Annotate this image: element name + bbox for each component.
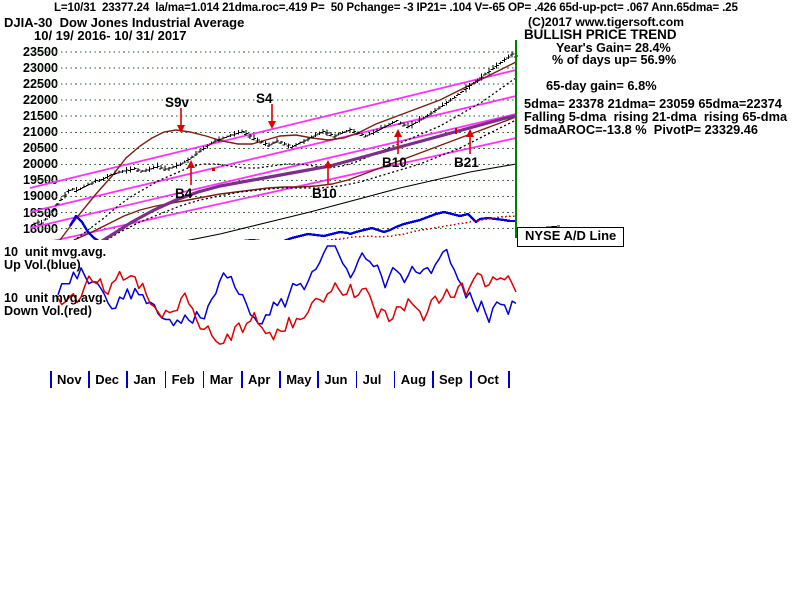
days-up-label: % of days up= 56.9% bbox=[552, 53, 677, 67]
years-gain-label: Year's Gain= 28.4% bbox=[556, 41, 671, 55]
month-tick bbox=[393, 371, 396, 388]
buy-arrow-icon bbox=[466, 129, 474, 154]
month-tick bbox=[508, 371, 510, 388]
maroon-bands bbox=[59, 61, 517, 240]
dma-values-label: 5dma= 23378 21dma= 23059 65dma=22374 bbox=[524, 96, 782, 111]
nyse-ad-line bbox=[68, 210, 516, 240]
month-tick bbox=[88, 371, 90, 388]
trend-status-label: BULLISH PRICE TREND bbox=[524, 27, 677, 42]
month-tick bbox=[164, 371, 167, 388]
sell-arrow-icon bbox=[268, 104, 276, 129]
y-axis-tick-label: 21500 bbox=[22, 109, 58, 124]
month-tick bbox=[241, 371, 243, 388]
y-axis-tick-label: 21000 bbox=[22, 125, 58, 140]
date-range-label: 10/ 19/ 2016- 10/ 31/ 2017 bbox=[34, 28, 187, 43]
channel-lines bbox=[29, 69, 517, 240]
price-chart-panel bbox=[0, 40, 800, 240]
y-axis-tick-label: 22000 bbox=[22, 93, 58, 108]
month-label: Nov bbox=[57, 372, 82, 387]
nyse-ad-line-mvgavg bbox=[322, 215, 516, 240]
month-label: May bbox=[286, 372, 312, 387]
dma-slope-label: Falling 5-dma rising 21-dma rising 65-dm… bbox=[524, 109, 788, 124]
aroc-pivot-label: 5dmaAROC=-13.8 % PivotP= 23329.46 bbox=[524, 122, 759, 137]
signal-label: B10 bbox=[312, 186, 337, 201]
month-label: Dec bbox=[95, 372, 120, 387]
month-label: Oct bbox=[477, 372, 499, 387]
month-label: Feb bbox=[171, 372, 195, 387]
month-tick bbox=[317, 371, 319, 388]
y-axis-tick-label: 20500 bbox=[22, 141, 58, 156]
y-axis-tick-label: 22500 bbox=[22, 77, 58, 92]
month-tick bbox=[470, 371, 472, 388]
y-axis-tick-label: 20000 bbox=[22, 157, 58, 172]
month-label: Apr bbox=[248, 372, 271, 387]
month-tick bbox=[279, 371, 281, 388]
signal-label: B10 bbox=[382, 155, 407, 170]
month-tick bbox=[126, 371, 128, 388]
month-tick bbox=[50, 371, 52, 388]
month-label: Jan bbox=[133, 372, 156, 387]
month-axis: Nov Dec Jan Feb Mar Apr May Jun Jul Aug Sep Oct bbox=[0, 368, 800, 400]
y-axis-tick-label: 19000 bbox=[22, 189, 58, 204]
up-volume-label: 10 unit mvg.avg. Up Vol.(blue) bbox=[4, 245, 107, 273]
symbol-title: DJIA-30 Dow Jones Industrial Average bbox=[4, 15, 245, 30]
purple-moving-average bbox=[100, 114, 517, 240]
down-volume-label: 10 unit mvg.avg. Down Vol.(red) bbox=[4, 291, 107, 319]
up-volume-curve bbox=[57, 245, 517, 327]
signal-label: B4 bbox=[175, 186, 193, 201]
buy-arrow-icon bbox=[324, 160, 332, 185]
down-volume-curve bbox=[57, 270, 517, 345]
volume-chart-panel bbox=[0, 240, 800, 360]
sell-arrow-icon bbox=[177, 108, 185, 133]
month-tick bbox=[355, 371, 358, 388]
month-tick bbox=[202, 371, 205, 388]
month-label: Mar bbox=[209, 372, 233, 387]
month-label: Sep bbox=[439, 372, 463, 387]
buy-arrow-icon bbox=[187, 160, 195, 185]
month-label: Jul bbox=[362, 372, 382, 387]
signal-label: S9v bbox=[165, 95, 190, 110]
y-axis-tick-label: 18000 bbox=[22, 221, 58, 236]
ad-line-callout: NYSE A/D Line bbox=[517, 227, 625, 247]
statistics-line: L=10/31 23377.24 la/ma=1.014 21dma.roc=.… bbox=[54, 1, 738, 14]
dotted-moving-average bbox=[73, 77, 517, 240]
gain-65day-label: 65-day gain= 6.8% bbox=[546, 78, 657, 93]
month-tick bbox=[432, 371, 434, 388]
month-label: Aug bbox=[400, 372, 427, 387]
y-axis-tick-label: 23500 bbox=[22, 45, 58, 59]
month-label: Jun bbox=[324, 372, 348, 387]
y-axis-tick-label: 23000 bbox=[22, 61, 58, 76]
copyright-label: (C)2017 www.tigersoft.com bbox=[528, 15, 684, 29]
buy-arrow-icon bbox=[394, 129, 402, 154]
signal-label: B21 bbox=[454, 155, 479, 170]
support-trendline bbox=[187, 163, 517, 240]
ohlc-price-bars bbox=[31, 51, 519, 226]
signal-label: S4 bbox=[256, 91, 273, 106]
